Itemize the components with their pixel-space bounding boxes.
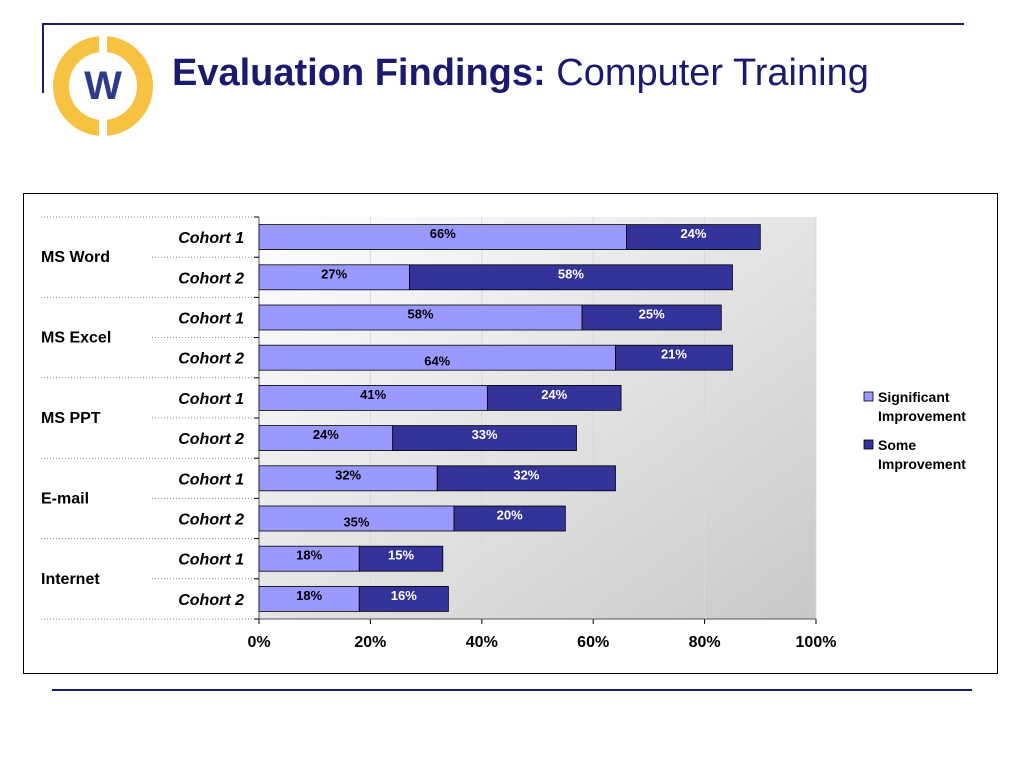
bar-some [436, 465, 616, 492]
data-label-some: 33% [472, 427, 498, 442]
cohort-label: Cohort 2 [178, 351, 244, 368]
legend-label-significant: Improvement [878, 408, 966, 424]
group-label: MS PPT [41, 410, 101, 427]
cohort-label: Cohort 2 [178, 270, 244, 287]
legend-swatch-some [863, 439, 874, 450]
bar-some [626, 224, 761, 251]
data-label-significant: 66% [430, 226, 456, 241]
x-tick-label: 0% [247, 634, 270, 651]
data-label-significant: 64% [424, 354, 450, 369]
data-label-significant: 41% [360, 387, 386, 402]
bar-significant [258, 545, 360, 572]
cohort-label: Cohort 2 [178, 512, 244, 529]
legend-swatch-significant [863, 391, 874, 402]
cohort-label: Cohort 1 [178, 391, 244, 408]
data-label-some: 21% [661, 347, 687, 362]
x-tick-label: 20% [354, 634, 386, 651]
bar-some [392, 425, 577, 452]
bar-some [486, 384, 622, 411]
legend-label-some: Improvement [878, 456, 966, 472]
bar-some [408, 264, 733, 291]
group-label: MS Word [41, 249, 110, 266]
group-label: E-mail [41, 490, 89, 507]
cohort-label: Cohort 2 [178, 592, 244, 609]
bar-significant [258, 304, 583, 331]
data-label-some: 58% [558, 266, 584, 281]
data-label-some: 25% [639, 307, 665, 322]
cohort-label: Cohort 1 [178, 311, 244, 328]
data-label-significant: 18% [296, 548, 322, 563]
cohort-label: Cohort 1 [178, 552, 244, 569]
x-tick-label: 80% [689, 634, 721, 651]
logo-letter: W [84, 64, 122, 108]
bar-some [581, 304, 722, 331]
legend-label-some: Some [878, 437, 916, 453]
left-rule [42, 23, 44, 93]
data-label-significant: 18% [296, 588, 322, 603]
bar-significant [258, 425, 394, 452]
data-label-some: 24% [680, 226, 706, 241]
bar-significant [258, 344, 616, 371]
cohort-label: Cohort 1 [178, 471, 244, 488]
chart-frame: 0% 20% 40% 60% 80% 100% Cohort 1 66% 24% Cohort 2… [23, 193, 998, 674]
x-tick-label: 60% [577, 634, 609, 651]
data-label-significant: 24% [313, 427, 339, 442]
logo-w-icon: W [53, 33, 153, 139]
top-rule [42, 23, 964, 25]
data-label-significant: 27% [321, 266, 347, 281]
bar-significant [258, 264, 410, 291]
title-rest: Computer Training [545, 52, 869, 94]
title-bold: Evaluation Findings: [172, 52, 546, 94]
legend-label-significant: Significant [878, 389, 950, 405]
bar-some [453, 505, 566, 532]
data-label-significant: 58% [408, 307, 434, 322]
data-label-significant: 35% [343, 515, 369, 530]
x-tick-label: 100% [796, 634, 837, 651]
data-label-some: 24% [541, 387, 567, 402]
data-label-some: 32% [513, 467, 539, 482]
page-title: Evaluation Findings: Computer Training [172, 52, 869, 95]
bar-some [615, 344, 733, 371]
bar-significant [258, 224, 628, 251]
bar-some [358, 585, 449, 612]
data-label-significant: 32% [335, 467, 361, 482]
group-label: Internet [41, 571, 100, 588]
data-label-some: 15% [388, 548, 414, 563]
x-tick-label: 40% [466, 634, 498, 651]
cohort-label: Cohort 2 [178, 431, 244, 448]
bottom-rule [52, 689, 972, 691]
cohort-label: Cohort 1 [178, 230, 244, 247]
group-label: MS Excel [41, 330, 111, 347]
bar-some [358, 545, 444, 572]
stacked-bar-chart: 0% 20% 40% 60% 80% 100% Cohort 1 66% 24% Cohort 2… [41, 216, 966, 651]
data-label-some: 16% [391, 588, 417, 603]
data-label-some: 20% [497, 508, 523, 523]
bar-significant [258, 505, 455, 532]
